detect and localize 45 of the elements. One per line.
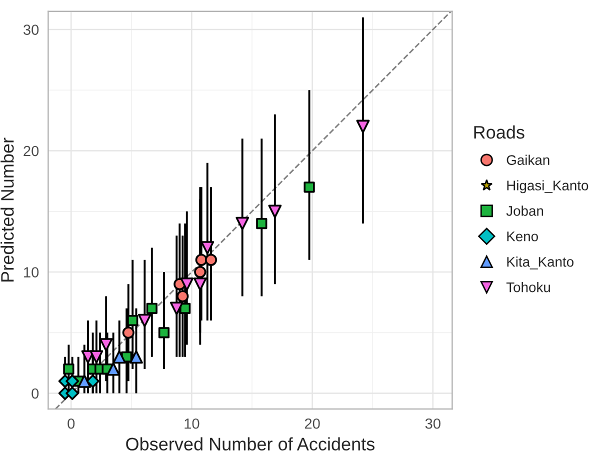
point (236, 216, 250, 230)
legend-label: Joban (506, 206, 544, 216)
point (122, 326, 134, 339)
x-tick-label: 0 (68, 418, 75, 429)
y-axis-title: Predicted Number (0, 138, 14, 282)
y-tick-label: 10 (24, 267, 39, 278)
point (268, 204, 282, 218)
point (194, 266, 206, 278)
legend-label: Kita_Kanto (507, 256, 574, 270)
x-tick-label: 30 (425, 418, 440, 429)
point (304, 182, 315, 193)
point (66, 374, 80, 388)
y-tick-label: 30 (24, 24, 39, 35)
point (130, 350, 143, 364)
point (78, 374, 92, 388)
point (356, 120, 370, 134)
point (112, 350, 126, 364)
point (106, 362, 120, 376)
legend-label: Keno (507, 232, 538, 242)
point (146, 302, 158, 314)
x-tick-label: 20 (304, 418, 320, 429)
legend-label: Higasi_Kanto (507, 180, 588, 194)
y-tick-label: 20 (24, 146, 39, 156)
point (195, 254, 208, 266)
point (66, 386, 80, 400)
point (158, 327, 170, 338)
point (204, 254, 218, 266)
point (176, 290, 189, 302)
legend-label: Gaikan (506, 154, 550, 165)
point (138, 314, 152, 328)
y-tick-label: 0 (32, 388, 39, 399)
point (127, 314, 138, 326)
legend-title: Roads (474, 125, 524, 139)
point (200, 241, 214, 254)
point (180, 277, 194, 291)
point (99, 338, 113, 352)
point (86, 374, 100, 388)
legend-label: Tohoku (506, 282, 550, 292)
point (170, 302, 184, 316)
point (193, 277, 207, 291)
point (63, 363, 74, 375)
x-tick-label: 10 (184, 418, 200, 429)
point (90, 350, 104, 364)
x-axis-title: Observed Number of Accidents (126, 437, 374, 450)
point (256, 218, 268, 230)
